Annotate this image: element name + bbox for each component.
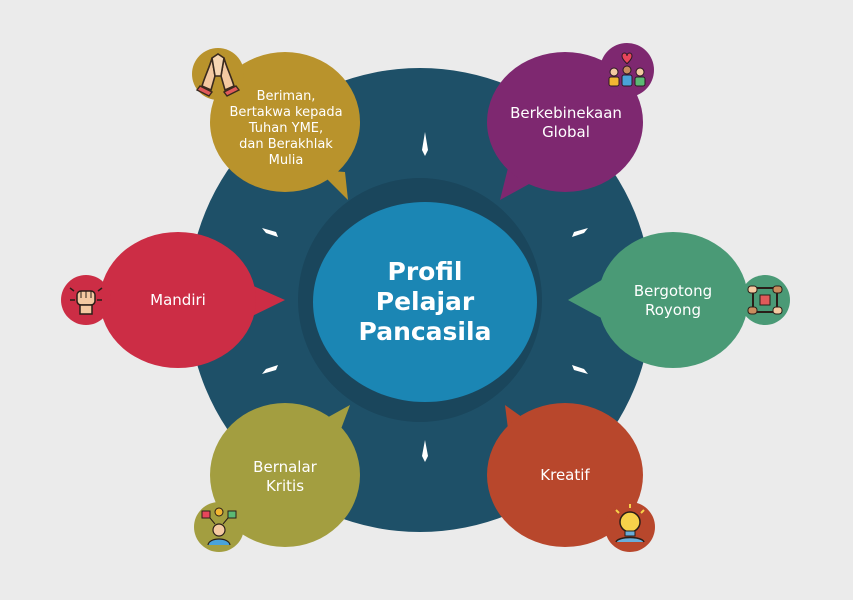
bubble-gotong-royong-line-1: Bergotong	[634, 282, 712, 300]
ring-marks	[262, 132, 588, 462]
bubble-beriman-line-5: Mulia	[269, 153, 304, 168]
bubble-mandiri-body	[100, 232, 256, 368]
center-title: Profil Pelajar Pancasila	[359, 257, 492, 346]
bubble-gotong-royong: Bergotong Royong	[568, 232, 790, 368]
bubble-beriman-line-1: Beriman,	[257, 89, 316, 104]
raised-fist-icon	[61, 275, 111, 325]
ring-mark	[422, 132, 428, 156]
bubble-kreatif-body	[487, 403, 643, 547]
thinking-person-icon	[194, 502, 244, 552]
bubble-kebinekaan-line-2: Global	[542, 123, 590, 141]
ring-mark	[262, 228, 278, 237]
bubble-beriman-line-4: dan Berakhlak	[239, 137, 333, 152]
praying-hands-icon	[192, 48, 244, 100]
ring-mark	[572, 365, 588, 374]
center-circle	[313, 202, 537, 402]
bubble-gotong-royong-tail	[568, 278, 605, 320]
bubble-gotong-royong-body	[598, 232, 748, 368]
bubble-beriman: Beriman, Bertakwa kepada Tuhan YME, dan …	[192, 48, 360, 200]
bubble-kreatif-line-1: Kreatif	[540, 466, 590, 484]
bubble-kebinekaan-line-1: Berkebinekaan	[510, 104, 622, 122]
ring-mark	[262, 365, 278, 374]
center-title-line-1: Profil	[388, 257, 463, 286]
lightbulb-person-icon	[605, 502, 655, 552]
bubble-kebinekaan: Berkebinekaan Global	[487, 43, 654, 200]
bubble-kritis: Bernalar Kritis	[194, 403, 360, 552]
bubble-kritis-line-1: Bernalar	[253, 458, 317, 476]
bubble-kritis-line-2: Kritis	[266, 477, 304, 495]
bubble-kreatif: Kreatif	[487, 403, 655, 552]
bubble-kritis-body	[210, 403, 360, 547]
bubble-kebinekaan-body	[487, 52, 643, 192]
center-title-line-2: Pelajar	[376, 287, 475, 316]
bubble-beriman-line-3: Tuhan YME,	[248, 121, 323, 136]
ring-mark	[572, 228, 588, 237]
bubble-beriman-body	[210, 52, 360, 192]
bubble-gotong-royong-line-2: Royong	[645, 301, 701, 319]
bubble-mandiri: Mandiri	[61, 232, 285, 368]
diverse-people-icon	[600, 43, 654, 97]
ring-mark	[422, 440, 428, 462]
bubble-beriman-line-2: Bertakwa kepada	[229, 105, 342, 120]
joined-hands-icon	[740, 275, 790, 325]
bubble-mandiri-line-1: Mandiri	[150, 291, 206, 309]
center-title-line-3: Pancasila	[359, 317, 492, 346]
